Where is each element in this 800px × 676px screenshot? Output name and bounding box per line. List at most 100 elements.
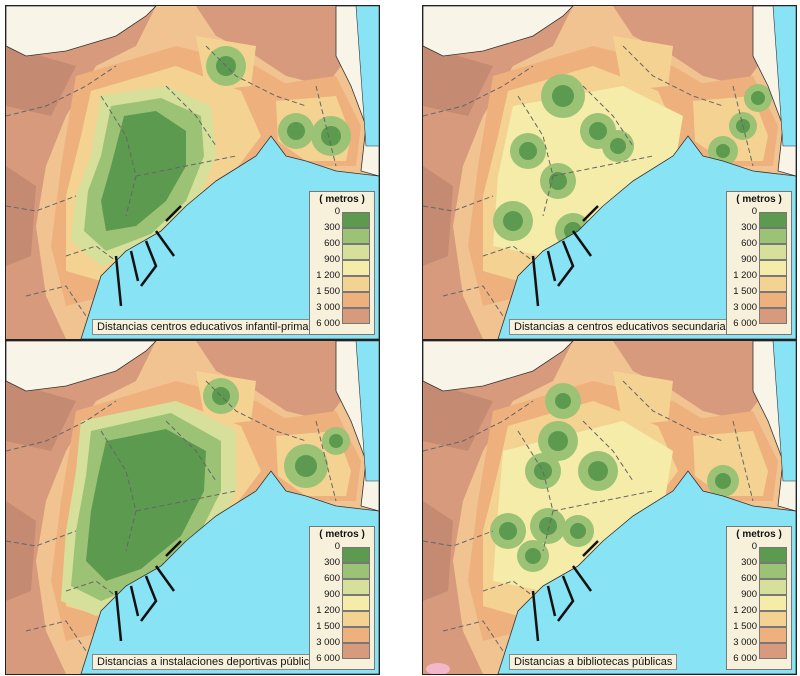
legend-break-label: 3 000 <box>733 302 757 313</box>
legend-break-label: 0 <box>751 541 757 552</box>
legend-break-label: 300 <box>741 222 757 233</box>
legend-item: 600 <box>727 573 791 595</box>
legend-swatch <box>342 276 370 292</box>
legend-break-label: 1 500 <box>733 621 757 632</box>
legend-break-label: 900 <box>741 254 757 265</box>
legend-swatch <box>342 228 370 244</box>
legend: ( metros ) 0 300 600 900 1 200 1 500 3 000 6 000 <box>309 526 375 670</box>
green-zones <box>71 46 351 266</box>
legend-item: 300 <box>727 222 791 244</box>
legend-item: 900 <box>727 589 791 611</box>
legend-swatch <box>759 563 787 579</box>
legend-swatch <box>342 244 370 260</box>
legend-item: 0 <box>727 541 791 563</box>
legend-break-label: 300 <box>741 557 757 568</box>
legend-title: ( metros ) <box>319 529 365 540</box>
legend-item: 900 <box>310 589 374 611</box>
legend-item: 3 000 <box>727 637 791 659</box>
legend-break-label: 900 <box>741 589 757 600</box>
legend: ( metros ) 0 300 600 900 1 200 1 500 3 000 6 000 <box>726 526 792 670</box>
legend-item: 600 <box>310 238 374 260</box>
legend-item: 900 <box>310 254 374 276</box>
legend-item: 1 200 <box>310 605 374 627</box>
legend-break-label: 600 <box>324 573 340 584</box>
legend-break-label: 1 500 <box>316 621 340 632</box>
map-caption: Distancias centros educativos infantil-p… <box>92 319 326 335</box>
legend-swatch <box>342 611 370 627</box>
legend-swatch <box>342 595 370 611</box>
legend-swatch <box>759 595 787 611</box>
legend-break-label: 6 000 <box>733 653 757 664</box>
legend-break-label: 6 000 <box>733 318 757 329</box>
map-caption: Distancias a centros educativos secundar… <box>509 319 749 335</box>
legend-break-label: 1 200 <box>733 605 757 616</box>
legend-swatch <box>342 579 370 595</box>
legend-break-label: 6 000 <box>316 318 340 329</box>
legend-swatch <box>759 308 787 324</box>
legend-swatch <box>342 643 370 659</box>
legend-swatch <box>759 579 787 595</box>
legend-item: 1 500 <box>727 621 791 643</box>
legend-item: 900 <box>727 254 791 276</box>
legend-break-label: 3 000 <box>733 637 757 648</box>
legend-item: 600 <box>727 238 791 260</box>
legend-break-label: 900 <box>324 589 340 600</box>
legend-swatch <box>342 212 370 228</box>
legend-break-label: 3 000 <box>316 302 340 313</box>
distance-map <box>423 6 796 339</box>
green-zones <box>61 378 350 616</box>
legend-item: 1 200 <box>310 270 374 292</box>
legend-swatch <box>342 292 370 308</box>
legend-swatch <box>759 260 787 276</box>
legend-swatch <box>759 643 787 659</box>
pink-spot <box>426 663 450 674</box>
map-caption: Distancias a instalaciones deportivas pú… <box>92 654 326 670</box>
legend-break-label: 1 200 <box>733 270 757 281</box>
legend: ( metros ) 0 300 600 900 1 200 1 500 3 000 6 000 <box>726 191 792 335</box>
legend-item: 1 200 <box>727 605 791 627</box>
legend-item: 600 <box>310 573 374 595</box>
legend-item: 300 <box>727 557 791 579</box>
legend-swatch <box>759 547 787 563</box>
legend-item: 0 <box>310 541 374 563</box>
legend-swatch <box>759 292 787 308</box>
legend-title: ( metros ) <box>319 194 365 205</box>
legend-item: 3 000 <box>310 637 374 659</box>
distance-map <box>423 341 796 674</box>
legend-break-label: 1 200 <box>316 270 340 281</box>
legend-title: ( metros ) <box>736 529 782 540</box>
legend-item: 1 500 <box>310 621 374 643</box>
legend-swatch <box>342 563 370 579</box>
map-panel-infantil-primaria: Distancias centros educativos infantil-p… <box>5 5 380 340</box>
legend-break-label: 1 500 <box>733 286 757 297</box>
legend-item: 3 000 <box>310 302 374 324</box>
map-panel-bibliotecas: Distancias a bibliotecas públicas ( metr… <box>422 340 797 675</box>
legend-break-label: 300 <box>324 557 340 568</box>
legend-break-label: 0 <box>334 541 340 552</box>
legend-swatch <box>759 611 787 627</box>
legend-break-label: 1 500 <box>316 286 340 297</box>
legend-swatch <box>759 627 787 643</box>
legend-item: 300 <box>310 222 374 244</box>
legend-swatch <box>342 547 370 563</box>
green-zones <box>490 383 739 591</box>
legend-item: 300 <box>310 557 374 579</box>
legend-break-label: 0 <box>751 206 757 217</box>
legend-item: 1 200 <box>727 270 791 292</box>
legend-break-label: 6 000 <box>316 653 340 664</box>
distance-map <box>6 6 379 339</box>
legend-break-label: 600 <box>741 573 757 584</box>
legend-swatch <box>759 212 787 228</box>
map-panel-secundaria-fp: Distancias a centros educativos secundar… <box>422 5 797 340</box>
legend-break-label: 600 <box>324 238 340 249</box>
legend-break-label: 0 <box>334 206 340 217</box>
legend-swatch <box>342 627 370 643</box>
legend-item: 0 <box>727 206 791 228</box>
legend-item: 0 <box>310 206 374 228</box>
map-panel-instalaciones-deportivas: Distancias a instalaciones deportivas pú… <box>5 340 380 675</box>
legend-swatch <box>342 260 370 276</box>
legend-break-label: 600 <box>741 238 757 249</box>
legend-break-label: 300 <box>324 222 340 233</box>
legend-item: 1 500 <box>727 286 791 308</box>
legend-title: ( metros ) <box>736 194 782 205</box>
